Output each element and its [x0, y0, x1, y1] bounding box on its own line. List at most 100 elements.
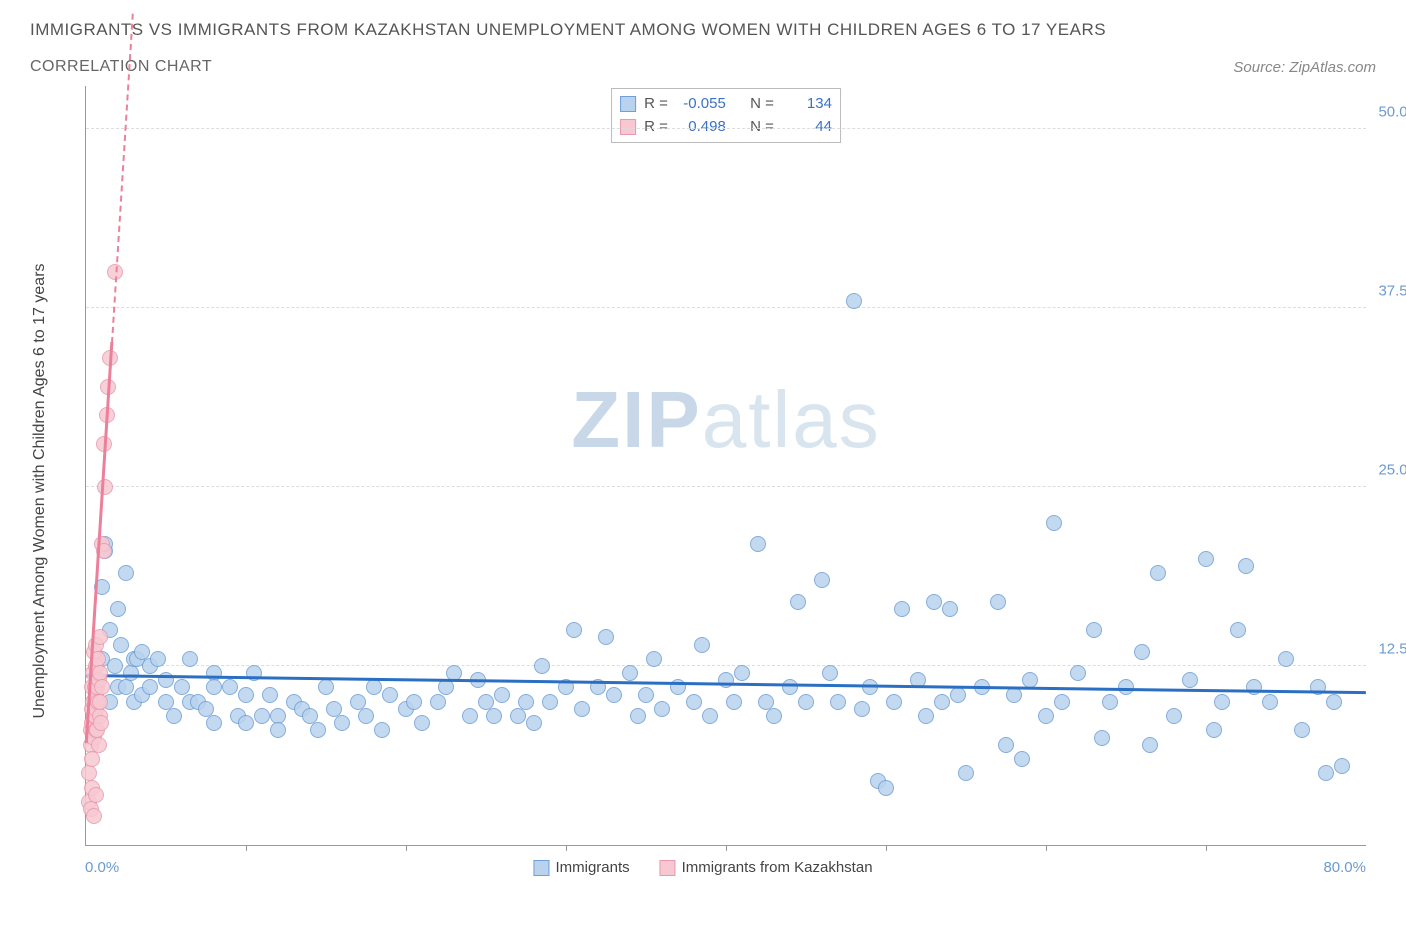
- data-point: [638, 687, 654, 703]
- data-point: [166, 708, 182, 724]
- data-point: [566, 622, 582, 638]
- x-axis-max-label: 80.0%: [1323, 859, 1366, 876]
- data-point: [334, 715, 350, 731]
- bottom-legend: Immigrants Immigrants from Kazakhstan: [533, 859, 872, 876]
- data-point: [86, 808, 102, 824]
- data-point: [934, 694, 950, 710]
- data-point: [630, 708, 646, 724]
- data-point: [750, 536, 766, 552]
- y-tick-label: 12.5%: [1378, 641, 1406, 658]
- data-point: [686, 694, 702, 710]
- data-point: [1214, 694, 1230, 710]
- data-point: [798, 694, 814, 710]
- data-point: [430, 694, 446, 710]
- data-point: [846, 293, 862, 309]
- data-point: [998, 737, 1014, 753]
- data-point: [822, 665, 838, 681]
- y-tick-label: 37.5%: [1378, 282, 1406, 299]
- stats-legend-box: R =-0.055 N =134R =0.498 N =44: [611, 88, 841, 143]
- data-point: [1246, 679, 1262, 695]
- data-point: [702, 708, 718, 724]
- data-point: [646, 651, 662, 667]
- data-point: [526, 715, 542, 731]
- data-point: [766, 708, 782, 724]
- data-point: [950, 687, 966, 703]
- data-point: [726, 694, 742, 710]
- legend-item: Immigrants: [533, 859, 629, 876]
- data-point: [1206, 722, 1222, 738]
- watermark: ZIPatlas: [571, 374, 880, 466]
- data-point: [238, 687, 254, 703]
- data-point: [814, 572, 830, 588]
- data-point: [81, 765, 97, 781]
- data-point: [654, 701, 670, 717]
- stats-row: R =0.498 N =44: [620, 116, 832, 139]
- data-point: [1094, 730, 1110, 746]
- data-point: [1318, 765, 1334, 781]
- data-point: [782, 679, 798, 695]
- data-point: [1070, 665, 1086, 681]
- data-point: [1046, 515, 1062, 531]
- y-tick-label: 25.0%: [1378, 461, 1406, 478]
- data-point: [1150, 565, 1166, 581]
- data-point: [918, 708, 934, 724]
- data-point: [222, 679, 238, 695]
- data-point: [854, 701, 870, 717]
- data-point: [118, 565, 134, 581]
- data-point: [718, 672, 734, 688]
- data-point: [942, 601, 958, 617]
- chart-title: IMMIGRANTS VS IMMIGRANTS FROM KAZAKHSTAN…: [30, 20, 1376, 40]
- data-point: [1182, 672, 1198, 688]
- stats-row: R =-0.055 N =134: [620, 93, 832, 116]
- data-point: [894, 601, 910, 617]
- data-point: [734, 665, 750, 681]
- data-point: [254, 708, 270, 724]
- data-point: [182, 651, 198, 667]
- data-point: [534, 658, 550, 674]
- data-point: [1262, 694, 1278, 710]
- data-point: [438, 679, 454, 695]
- data-point: [1086, 622, 1102, 638]
- data-point: [878, 780, 894, 796]
- data-point: [374, 722, 390, 738]
- data-point: [310, 722, 326, 738]
- data-point: [494, 687, 510, 703]
- data-point: [262, 687, 278, 703]
- data-point: [414, 715, 430, 731]
- data-point: [1134, 644, 1150, 660]
- data-point: [107, 658, 123, 674]
- data-point: [406, 694, 422, 710]
- data-point: [518, 694, 534, 710]
- data-point: [462, 708, 478, 724]
- data-point: [142, 679, 158, 695]
- data-point: [1198, 551, 1214, 567]
- data-point: [1038, 708, 1054, 724]
- data-point: [598, 629, 614, 645]
- data-point: [123, 665, 139, 681]
- data-point: [270, 722, 286, 738]
- data-point: [206, 679, 222, 695]
- data-point: [990, 594, 1006, 610]
- legend-item: Immigrants from Kazakhstan: [660, 859, 873, 876]
- data-point: [206, 715, 222, 731]
- data-point: [1326, 694, 1342, 710]
- data-point: [150, 651, 166, 667]
- data-point: [84, 751, 100, 767]
- data-point: [1014, 751, 1030, 767]
- source-label: Source: ZipAtlas.com: [1233, 59, 1376, 76]
- data-point: [510, 708, 526, 724]
- data-point: [94, 679, 110, 695]
- data-point: [1166, 708, 1182, 724]
- data-point: [92, 694, 108, 710]
- data-point: [1238, 558, 1254, 574]
- x-axis-min-label: 0.0%: [85, 859, 119, 876]
- data-point: [238, 715, 254, 731]
- data-point: [1334, 758, 1350, 774]
- data-point: [88, 787, 104, 803]
- data-point: [1230, 622, 1246, 638]
- data-point: [1294, 722, 1310, 738]
- data-point: [97, 479, 113, 495]
- data-point: [606, 687, 622, 703]
- data-point: [1102, 694, 1118, 710]
- data-point: [622, 665, 638, 681]
